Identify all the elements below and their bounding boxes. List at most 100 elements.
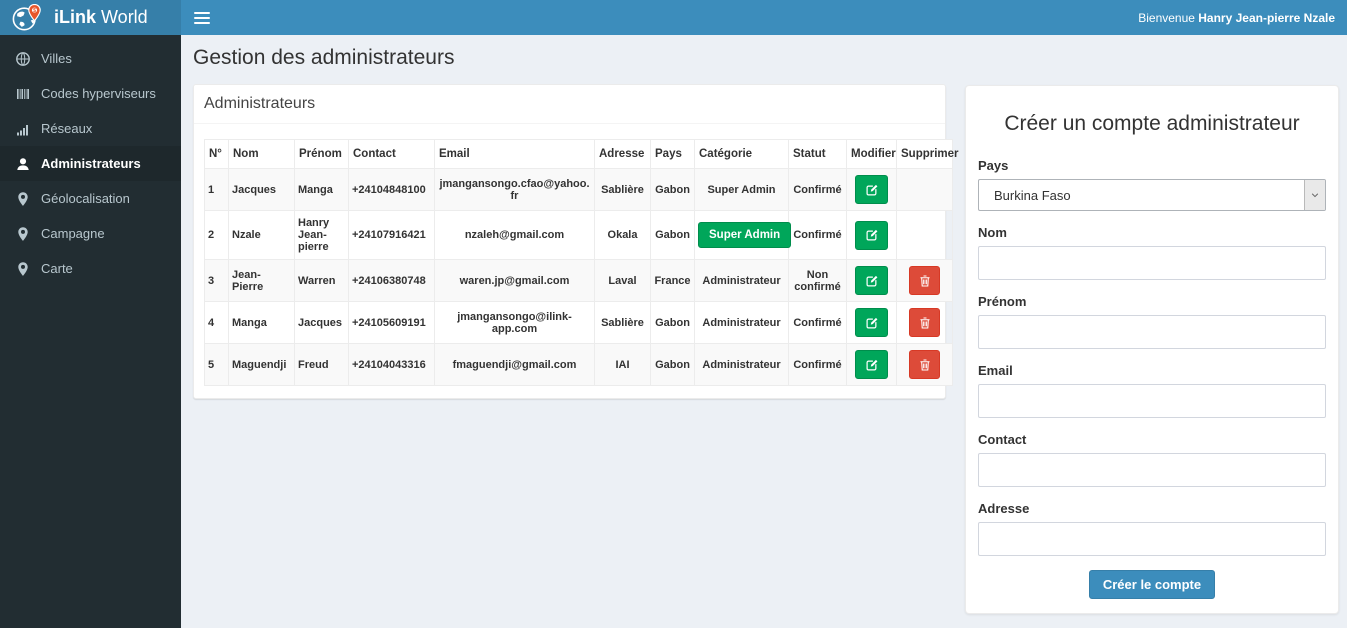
administrators-panel: Administrateurs N° Nom Prénom Contact Email A… [193,84,959,399]
table-row: 5 Maguendji Freud +24104043316 fmaguendji@gm… [204,343,953,386]
edit-icon [865,228,879,242]
column-header: Statut [788,139,847,169]
cell: Manga [228,301,295,344]
sidebar-item-carte[interactable]: Carte [0,251,181,286]
signal-bars-icon [15,121,31,137]
panel-body: N° Nom Prénom Contact Email Adresse Pays Catégo… [194,124,959,398]
create-account-button[interactable]: Créer le compte [1088,570,1216,599]
app-logo-icon: $ [10,3,44,33]
administrators-table: N° Nom Prénom Contact Email Adresse Pays Catégo… [204,139,959,386]
chevron-down-icon [1304,180,1325,210]
cell: France [650,259,695,302]
column-header: Adresse [594,139,651,169]
delete-button[interactable] [909,308,940,337]
cell: Manga [294,168,349,211]
table-row: 3 Jean-Pierre Warren +24106380748 waren.jp@g… [204,259,953,302]
edit-icon [865,316,879,330]
cell: +24104043316 [348,343,435,386]
cell: Gabon [650,168,695,211]
sidebar-item-label: Carte [41,261,73,276]
edit-button[interactable] [855,308,888,337]
modify-cell [846,210,897,260]
category-cell: Super Admin [694,210,792,260]
pays-label: Pays [978,158,1009,173]
cell: 4 [204,301,229,344]
table-row: 2 Nzale Hanry Jean-pierre +24107916421 nzale… [204,210,953,260]
pr-nom-input[interactable] [978,315,1326,349]
sidebar-item-campagne[interactable]: Campagne [0,216,181,251]
pays-select[interactable]: Burkina Faso [978,179,1326,211]
edit-icon [865,358,879,372]
delete-cell [896,259,953,302]
email-input[interactable] [978,384,1326,418]
edit-button[interactable] [855,350,888,379]
main-content: Gestion des administrateurs Administrate… [181,35,1347,628]
delete-cell [896,301,953,344]
delete-button[interactable] [909,350,940,379]
pays-field-group: Pays Burkina Faso [978,158,1326,211]
hamburger-icon [194,11,210,14]
cell: nzaleh@gmail.com [434,210,595,260]
column-header: Email [434,139,595,169]
panel-title: Administrateurs [204,95,316,112]
cell: +24105609191 [348,301,435,344]
cell: Nzale [228,210,295,260]
contact-label: Contact [978,432,1027,447]
map-marker-icon [15,226,31,242]
status-cell: Confirmé [788,343,847,386]
sidebar-item-label: Réseaux [41,121,93,136]
edit-icon [865,274,879,288]
sidebar-item-administrateurs[interactable]: Administrateurs [0,146,181,181]
delete-button[interactable] [909,266,940,295]
cell: 1 [204,168,229,211]
modify-cell [846,343,897,386]
trash-icon [918,358,932,372]
email-label: Email [978,363,1013,378]
trash-icon [918,316,932,330]
edit-button[interactable] [855,220,888,250]
sidebar-item-label: Codes hyperviseurs [41,86,156,101]
adresse-input[interactable] [978,522,1326,556]
column-header: Pays [650,139,695,169]
column-header: Modifier [846,139,897,169]
trash-icon [918,274,932,288]
cell: 5 [204,343,229,386]
cell: Maguendji [228,343,295,386]
cell: Gabon [650,210,695,260]
sidebar-item-r-seaux[interactable]: Réseaux [0,111,181,146]
cell: Warren [294,259,349,302]
column-header: Catégorie [694,139,789,169]
delete-cell [896,210,953,260]
sidebar-item-villes[interactable]: Villes [0,41,181,76]
menu-toggle-button[interactable] [181,0,223,35]
cell: Freud [294,343,349,386]
table-row: 1 Jacques Manga +24104848100 jmangansongo.cf… [204,168,953,211]
modify-cell [846,301,897,344]
sidebar-item-codes-hyperviseurs[interactable]: Codes hyperviseurs [0,76,181,111]
nom-input[interactable] [978,246,1326,280]
column-header: Prénom [294,139,349,169]
cell: jmangansongo@ilink-app.com [434,301,595,344]
category-cell: Administrateur [694,301,789,344]
super-admin-badge[interactable]: Super Admin [698,222,792,248]
column-header: Nom [228,139,295,169]
create-admin-panel: Créer un compte administrateur Pays Burk… [965,85,1339,614]
logo-bar: $ iLink World [0,0,181,35]
map-marker-icon [15,191,31,207]
sidebar-item-label: Géolocalisation [41,191,130,206]
contact-field-group: Contact [978,432,1326,487]
edit-button[interactable] [855,175,888,204]
table-row: 4 Manga Jacques +24105609191 jmangansongo@il… [204,301,953,344]
nom-label: Nom [978,225,1007,240]
edit-button[interactable] [855,266,888,295]
sidebar-item-g-olocalisation[interactable]: Géolocalisation [0,181,181,216]
cell: 2 [204,210,229,260]
column-header: Supprimer [896,139,959,169]
globe-icon [15,51,31,67]
pays-selected-value: Burkina Faso [994,187,1071,203]
cell: Gabon [650,343,695,386]
map-marker-icon [15,261,31,277]
cell: Sablière [594,301,651,344]
delete-cell [896,168,953,211]
contact-input[interactable] [978,453,1326,487]
